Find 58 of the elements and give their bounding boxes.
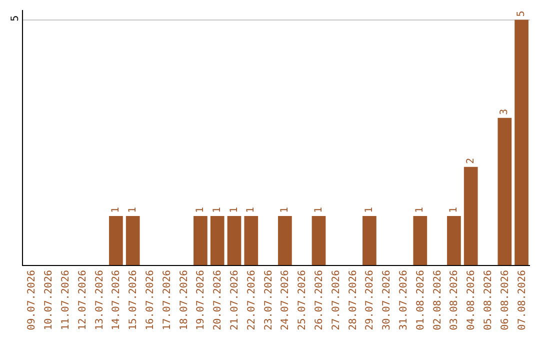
x-tick-label: 22.07.2026 (246, 270, 258, 330)
x-tick-label: 01.08.2026 (415, 270, 426, 330)
x-tick-label: 28.07.2026 (348, 270, 359, 330)
x-tick-label: 04.08.2026 (466, 270, 478, 330)
data-label: 1 (448, 206, 460, 213)
bar (278, 216, 292, 265)
bar (109, 216, 123, 265)
data-label: 2 (465, 158, 476, 164)
bar (126, 216, 140, 265)
x-tick-label: 09.07.2026 (26, 270, 38, 330)
data-label: 1 (279, 206, 290, 213)
x-tick-label: 25.07.2026 (297, 270, 308, 330)
data-label: 1 (228, 206, 240, 213)
x-tick-label: 07.08.2026 (516, 270, 528, 330)
data-label: 1 (212, 206, 223, 213)
bar (244, 216, 258, 265)
x-tick-label: 26.07.2026 (314, 270, 325, 330)
x-tick-label: 29.07.2026 (364, 270, 376, 330)
data-label: 1 (246, 206, 257, 213)
data-label: 1 (414, 206, 426, 213)
bar (312, 216, 326, 265)
x-tick-label: 14.07.2026 (111, 270, 122, 330)
data-label: 1 (313, 206, 324, 213)
data-label: 1 (364, 206, 375, 213)
x-tick-label: 03.08.2026 (449, 270, 460, 330)
data-label: 5 (516, 10, 528, 17)
x-tick-label: 31.07.2026 (398, 270, 410, 330)
x-tick-label: 27.07.2026 (330, 270, 342, 330)
x-tick-label: 15.07.2026 (128, 270, 140, 330)
x-tick-label: 13.07.2026 (94, 270, 106, 330)
bar (413, 216, 428, 265)
x-tick-label: 16.07.2026 (145, 270, 156, 330)
x-tick-label: 21.07.2026 (230, 270, 240, 330)
x-tick-label: 02.08.2026 (432, 270, 444, 330)
data-label: 3 (499, 108, 510, 115)
bar (227, 216, 242, 265)
x-tick-label: 11.07.2026 (60, 270, 72, 330)
x-tick-label: 10.07.2026 (44, 270, 55, 330)
bar (514, 20, 528, 265)
bar (498, 118, 512, 265)
bar (464, 166, 478, 265)
x-tick-label: 19.07.2026 (196, 270, 207, 330)
x-tick-label: 20.07.2026 (212, 270, 224, 330)
bar (210, 216, 224, 265)
bar (362, 216, 376, 265)
x-tick-label: 24.07.2026 (280, 270, 292, 330)
x-tick-label: 30.07.2026 (382, 270, 393, 330)
x-tick-label: 12.07.2026 (77, 270, 88, 330)
x-tick-label: 18.07.2026 (178, 270, 190, 330)
data-label: 1 (110, 206, 122, 213)
data-label: 1 (194, 206, 206, 213)
bar (194, 216, 208, 265)
x-tick-label: 23.07.2026 (263, 270, 274, 330)
x-tick-label: 05.08.2026 (483, 270, 494, 330)
x-tick-label: 17.07.2026 (162, 270, 173, 330)
x-tick-label: 06.08.2026 (500, 270, 511, 330)
bar (447, 216, 461, 265)
data-label: 1 (127, 206, 138, 213)
